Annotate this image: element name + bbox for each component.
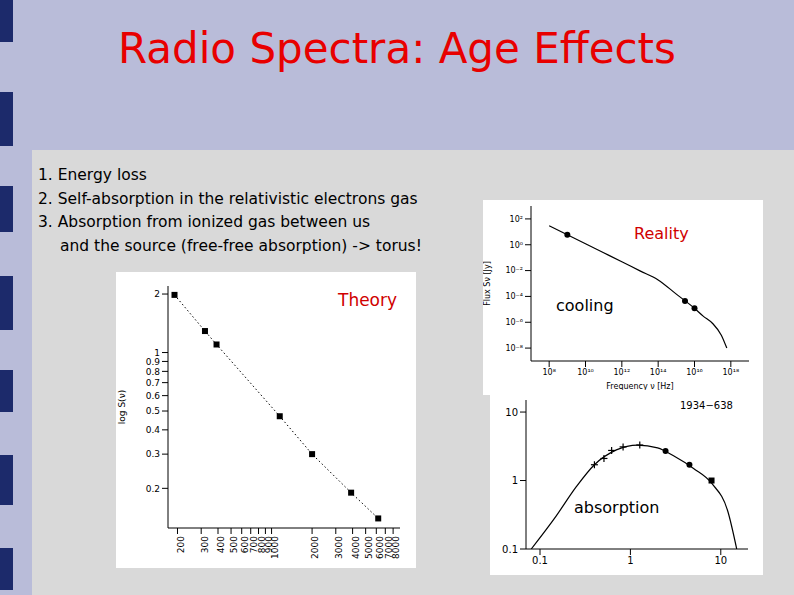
html-text:Theory: Theory [338,290,398,310]
svg-text:0.5: 0.5 [146,406,160,416]
svg-text:0.6: 0.6 [146,391,161,401]
svg-text:0.1: 0.1 [532,555,548,566]
svg-text:400: 400 [216,536,226,553]
svg-text:10¹⁴: 10¹⁴ [650,368,667,377]
svg-text:log S(ν): log S(ν) [117,390,127,424]
svg-text:0.2: 0.2 [146,484,160,494]
svg-text:5000: 5000 [364,536,374,559]
svg-text:300: 300 [200,536,210,553]
svg-text:700: 700 [249,536,260,554]
svg-text:200: 200 [176,536,186,553]
svg-text:Frequency ν [Hz]: Frequency ν [Hz] [606,382,674,391]
svg-text:10: 10 [505,407,518,418]
html-text:2. Self-absorption in the rela: 2. Self-absorption in the relativistic e… [38,189,418,208]
svg-text:4000: 4000 [351,536,361,559]
svg-text:10⁻²: 10⁻² [505,266,523,275]
html-text:and the source (free-free abso: and the source (free-free absorption) ->… [60,236,422,255]
html-text:1. Energy loss: 1. Energy loss [38,166,147,184]
svg-text:10¹⁰: 10¹⁰ [577,368,594,377]
svg-text:1: 1 [627,555,633,566]
html-text:Radio Spectra: Age Effects: Radio Spectra: Age Effects [118,24,676,73]
svg-text:10⁻⁸: 10⁻⁸ [505,344,523,353]
svg-text:8000: 8000 [392,536,402,559]
svg-text:600: 600 [240,536,251,554]
svg-text:2000: 2000 [310,536,320,559]
svg-text:Flux Sν [Jy]: Flux Sν [Jy] [483,261,492,306]
svg-text:3000: 3000 [334,536,344,559]
svg-text:500: 500 [229,536,239,553]
svg-text:1000: 1000 [270,536,280,559]
svg-text:800: 800 [256,536,267,554]
svg-text:900: 900 [263,536,274,554]
svg-text:0.4: 0.4 [146,425,161,435]
svg-text:6000: 6000 [374,536,385,559]
svg-text:10⁻⁶: 10⁻⁶ [505,318,523,327]
svg-text:0.7: 0.7 [146,378,160,388]
html-text:absorption: absorption [574,498,660,517]
svg-text:10: 10 [714,555,727,566]
svg-text:7000: 7000 [383,536,394,559]
svg-text:2: 2 [154,289,160,299]
html-text:3. Absorption from ionized gas: 3. Absorption from ionized gas between u… [38,213,371,231]
html-text:cooling: cooling [556,296,614,315]
svg-text:1: 1 [512,475,518,486]
svg-text:0.1: 0.1 [502,544,518,555]
svg-text:10⁻⁴: 10⁻⁴ [505,292,523,301]
svg-text:0.3: 0.3 [146,449,160,459]
svg-text:10⁰: 10⁰ [510,241,523,250]
svg-text:10²: 10² [510,215,523,224]
svg-text:10¹⁶: 10¹⁶ [686,368,703,377]
svg-text:1: 1 [154,348,160,358]
svg-text:0.9: 0.9 [146,357,161,367]
svg-text:10¹⁸: 10¹⁸ [723,368,740,377]
html-text:1934−638: 1934−638 [680,400,733,411]
svg-text:0.8: 0.8 [146,367,161,377]
svg-text:10¹²: 10¹² [614,368,631,377]
svg-text:10⁸: 10⁸ [542,368,555,377]
html-text:Reality: Reality [634,224,689,243]
